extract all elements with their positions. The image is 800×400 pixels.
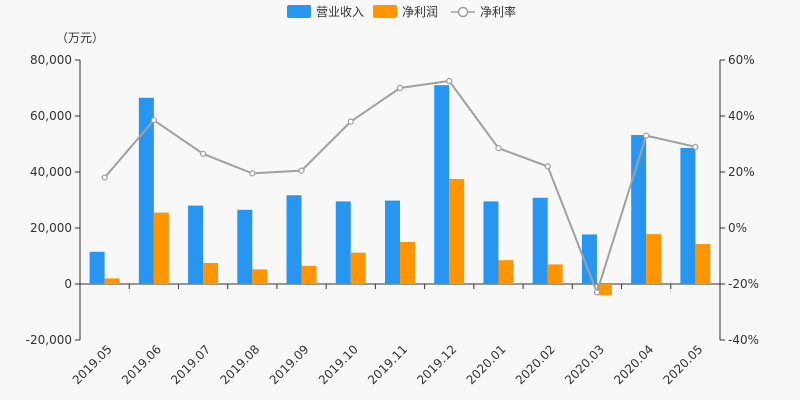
- net-margin-point: [593, 289, 601, 296]
- net-profit-bar: [153, 212, 169, 284]
- legend: 营业收入 净利润 净利率: [287, 4, 516, 19]
- y-right-tick-label: 0%: [728, 221, 747, 235]
- legend-label-net-margin: 净利率: [480, 4, 516, 19]
- y-left-tick-label: 40,000: [30, 165, 72, 179]
- x-tick-label: 2020.03: [562, 342, 607, 387]
- net-profit-bar: [104, 278, 120, 284]
- net-margin-point: [101, 174, 108, 181]
- revenue-bar: [335, 201, 351, 284]
- y-left-tick-label: 0: [64, 277, 72, 291]
- legend-swatch-net-profit: [373, 5, 397, 18]
- line-layer: [101, 77, 699, 296]
- y-right-tick-label: -20%: [728, 277, 759, 291]
- net-profit-bar: [301, 265, 317, 284]
- x-tick-label: 2019.11: [365, 342, 410, 387]
- net-profit-bar: [449, 179, 465, 284]
- y-left-tick-label: 80,000: [30, 53, 72, 67]
- unit-label: （万元）: [56, 31, 104, 45]
- revenue-bar: [89, 251, 105, 284]
- revenue-bar: [385, 200, 400, 284]
- net-margin-point: [643, 132, 650, 139]
- x-tick-label: 2020.05: [661, 342, 706, 387]
- bars: [89, 85, 711, 296]
- net-profit-bar: [695, 243, 711, 284]
- revenue-bar: [434, 85, 450, 284]
- x-tick-label: 2019.09: [267, 342, 312, 387]
- y-left-tick-label: -20,000: [26, 333, 72, 347]
- net-margin-point: [298, 167, 305, 174]
- net-profit-bar: [203, 263, 219, 284]
- net-profit-bar: [646, 234, 662, 284]
- x-tick-label: 2019.06: [119, 342, 164, 387]
- x-tick-label: 2019.10: [316, 342, 361, 387]
- net-profit-bar: [350, 252, 366, 284]
- y-right-tick-label: 40%: [728, 109, 755, 123]
- y-right-tick-label: 60%: [728, 53, 755, 67]
- x-tick-label: 2020.02: [513, 342, 558, 387]
- net-profit-bar: [498, 260, 514, 284]
- x-tick-label: 2019.08: [217, 342, 262, 387]
- revenue-bar: [138, 97, 154, 284]
- net-profit-bar: [400, 242, 415, 284]
- net-margin-point: [544, 163, 551, 170]
- net-margin-point: [446, 77, 453, 85]
- legend-label-net-profit: 净利润: [402, 5, 438, 19]
- net-profit-bar: [547, 264, 563, 284]
- x-tick-label: 2019.07: [168, 342, 213, 387]
- x-tick-label: 2019.12: [414, 342, 459, 387]
- net-margin-point: [150, 117, 157, 124]
- revenue-bar: [237, 209, 253, 284]
- revenue-bar: [532, 197, 548, 284]
- net-margin-point: [199, 150, 207, 157]
- net-profit-bar: [596, 284, 612, 296]
- revenue-bar: [581, 234, 597, 284]
- y-right-tick-label: -40%: [728, 333, 759, 347]
- legend-label-revenue: 营业收入: [316, 5, 364, 19]
- legend-marker-margin: [457, 6, 469, 18]
- revenue-bar: [188, 205, 204, 284]
- net-margin-point: [396, 84, 404, 92]
- net-margin-point: [347, 118, 354, 125]
- y-left-tick-label: 60,000: [30, 109, 72, 123]
- revenue-bar: [680, 147, 696, 284]
- x-tick-label: 2020.04: [611, 342, 656, 387]
- net-margin-point: [249, 170, 256, 177]
- net-margin-point: [495, 145, 502, 152]
- revenue-bar: [483, 201, 499, 284]
- y-right-tick-label: 20%: [728, 165, 755, 179]
- net-profit-bar: [252, 269, 268, 284]
- net-margin-point: [692, 143, 699, 150]
- y-left-tick-label: 20,000: [30, 221, 72, 235]
- x-tick-label: 2019.05: [70, 342, 115, 387]
- legend-swatch-revenue: [287, 5, 311, 18]
- x-tick-label: 2020.01: [464, 342, 509, 387]
- revenue-bar: [286, 195, 302, 284]
